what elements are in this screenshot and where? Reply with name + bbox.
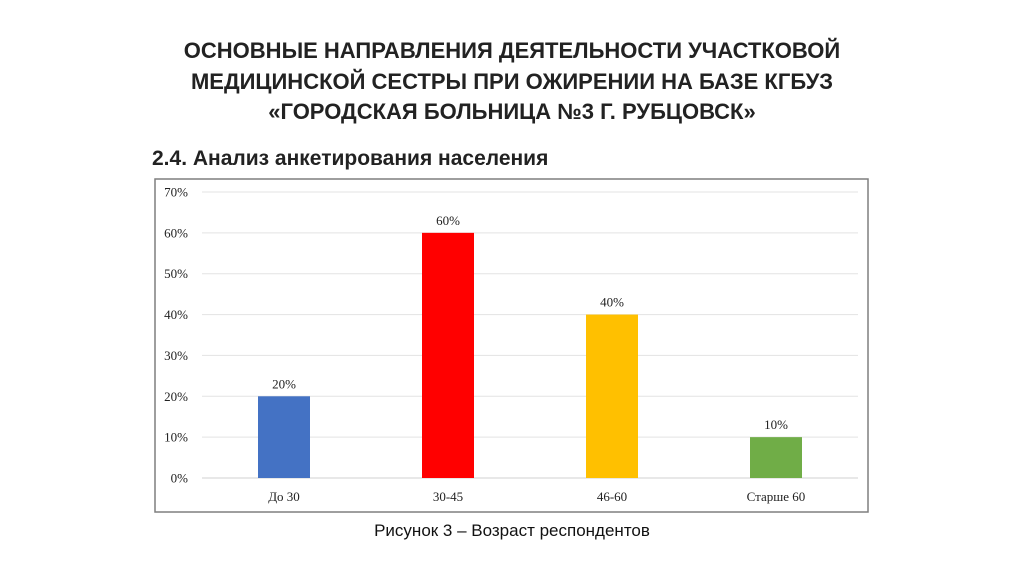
- y-tick-label: 10%: [164, 430, 188, 445]
- slide-title: ОСНОВНЫЕ НАПРАВЛЕНИЯ ДЕЯТЕЛЬНОСТИ УЧАСТК…: [0, 36, 1024, 128]
- x-category-label: До 30: [268, 489, 300, 504]
- title-line-2: МЕДИЦИНСКОЙ СЕСТРЫ ПРИ ОЖИРЕНИИ НА БАЗЕ …: [190, 68, 834, 94]
- title-line-1: ОСНОВНЫЕ НАПРАВЛЕНИЯ ДЕЯТЕЛЬНОСТИ УЧАСТК…: [183, 38, 841, 63]
- y-tick-label: 60%: [164, 225, 188, 240]
- data-label: 20%: [272, 376, 296, 391]
- bar-2: [422, 232, 474, 478]
- y-tick-label: 20%: [164, 389, 188, 404]
- x-category-label: 30-45: [433, 489, 463, 504]
- data-label: 10%: [764, 417, 788, 432]
- figure-caption: Рисунок 3 – Возраст респондентов: [374, 521, 650, 540]
- bar-1: [258, 396, 310, 478]
- y-tick-label: 0%: [171, 471, 189, 486]
- bar-3: [586, 314, 638, 478]
- y-tick-label: 30%: [164, 348, 188, 363]
- section-subtitle: 2.4. Анализ анкетирования населения: [152, 147, 549, 170]
- title-line-3: «ГОРОДСКАЯ БОЛЬНИЦА №3 Г. РУБЦОВСК»: [268, 99, 756, 124]
- x-category-label: 46-60: [597, 489, 627, 504]
- data-label: 40%: [600, 295, 624, 310]
- y-tick-label: 70%: [164, 185, 188, 200]
- y-tick-label: 50%: [164, 266, 188, 281]
- data-label: 60%: [436, 213, 460, 228]
- x-category-label: Старше 60: [747, 489, 806, 504]
- bar-4: [750, 437, 802, 478]
- y-tick-label: 40%: [164, 307, 188, 322]
